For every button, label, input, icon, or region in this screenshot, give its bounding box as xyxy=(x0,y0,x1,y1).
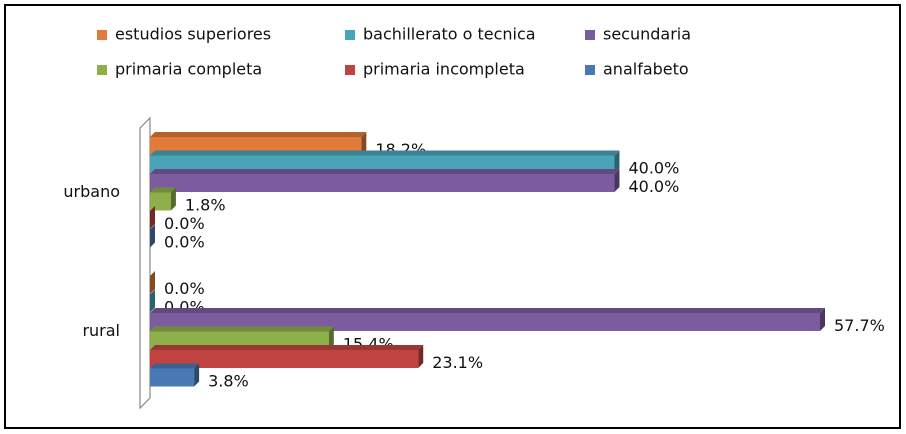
bar xyxy=(150,224,155,248)
bar-top xyxy=(150,345,424,350)
legend-label: analfabeto xyxy=(603,60,689,79)
bar-top xyxy=(150,187,176,193)
bar-top xyxy=(150,308,825,313)
category-label: urbano xyxy=(63,182,120,201)
legend-swatch xyxy=(585,65,595,75)
legend-label: estudios superiores xyxy=(115,25,271,44)
bar-side xyxy=(150,289,155,313)
bar xyxy=(150,206,155,229)
data-label: 57.7% xyxy=(834,316,885,335)
category-label: rural xyxy=(82,321,120,340)
legend-label: primaria incompleta xyxy=(363,60,525,79)
bar-face xyxy=(150,368,195,387)
bar-side xyxy=(150,206,155,229)
data-label: 0.0% xyxy=(164,214,205,233)
legend-label: primaria completa xyxy=(115,60,262,79)
bar-side xyxy=(361,132,367,155)
bar-top xyxy=(150,169,620,174)
bar-side xyxy=(328,326,334,350)
bar xyxy=(150,345,424,368)
bar-top xyxy=(150,150,620,156)
legend-swatch xyxy=(585,30,595,40)
data-label: 23.1% xyxy=(432,353,483,372)
bar-side xyxy=(150,224,155,248)
bar-side xyxy=(614,169,620,192)
data-label: 0.0% xyxy=(164,232,205,251)
data-label: 40.0% xyxy=(628,158,679,177)
bar-side xyxy=(418,345,424,368)
data-label: 0.0% xyxy=(164,279,205,298)
legend-swatch xyxy=(345,30,355,40)
bar xyxy=(150,363,200,387)
legend-label: bachillerato o tecnica xyxy=(363,25,536,44)
bar-side xyxy=(820,308,825,331)
bar-side xyxy=(194,363,200,387)
bar-top xyxy=(150,363,200,369)
bar-side xyxy=(150,271,155,294)
data-label: 1.8% xyxy=(185,195,226,214)
data-label: 40.0% xyxy=(628,177,679,196)
data-label: 3.8% xyxy=(208,371,249,390)
bar xyxy=(150,187,176,211)
bar-top xyxy=(150,132,367,137)
bar-face xyxy=(150,174,615,192)
legend-swatch xyxy=(97,30,107,40)
bar-side xyxy=(614,150,620,174)
bar-face xyxy=(150,350,419,368)
bar xyxy=(150,169,620,192)
bar-side xyxy=(170,187,176,211)
chart-wall xyxy=(139,116,151,410)
bar xyxy=(150,289,155,313)
legend-swatch xyxy=(97,65,107,75)
bar xyxy=(150,271,155,294)
bar-top xyxy=(150,326,334,332)
legend-swatch xyxy=(345,65,355,75)
legend-label: secundaria xyxy=(603,25,691,44)
bar-face xyxy=(150,192,171,211)
